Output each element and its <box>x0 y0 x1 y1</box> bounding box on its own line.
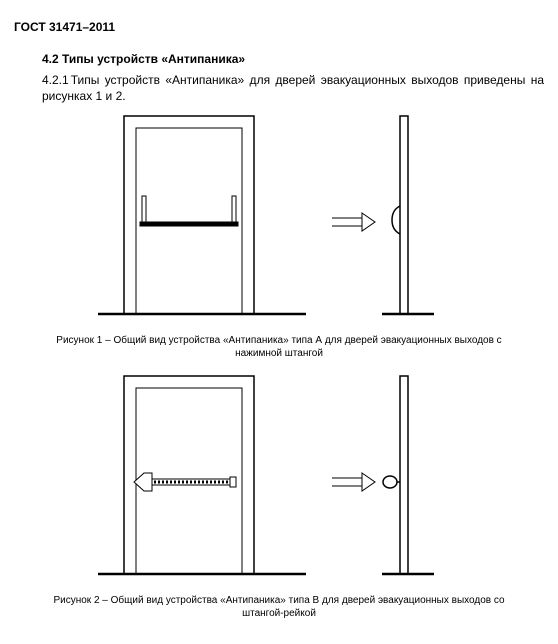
figure-1-caption: Рисунок 1 – Общий вид устройства «Антипа… <box>38 334 520 360</box>
section-title: 4.2 Типы устройств «Антипаника» <box>42 52 544 66</box>
figure-1-svg <box>94 110 464 330</box>
clause-body: Типы устройств «Антипаника» для дверей э… <box>42 73 544 103</box>
section-heading: Типы устройств «Антипаника» <box>62 52 245 66</box>
figure-2 <box>14 370 544 590</box>
figure-2-svg <box>94 370 464 590</box>
section-number: 4.2 <box>42 52 59 66</box>
clause-number: 4.2.1 <box>42 73 69 87</box>
document-id: ГОСТ 31471–2011 <box>14 20 544 34</box>
figure-1 <box>14 110 544 330</box>
figure-2-caption: Рисунок 2 – Общий вид устройства «Антипа… <box>38 594 520 620</box>
clause-text: 4.2.1Типы устройств «Антипаника» для две… <box>42 72 544 104</box>
